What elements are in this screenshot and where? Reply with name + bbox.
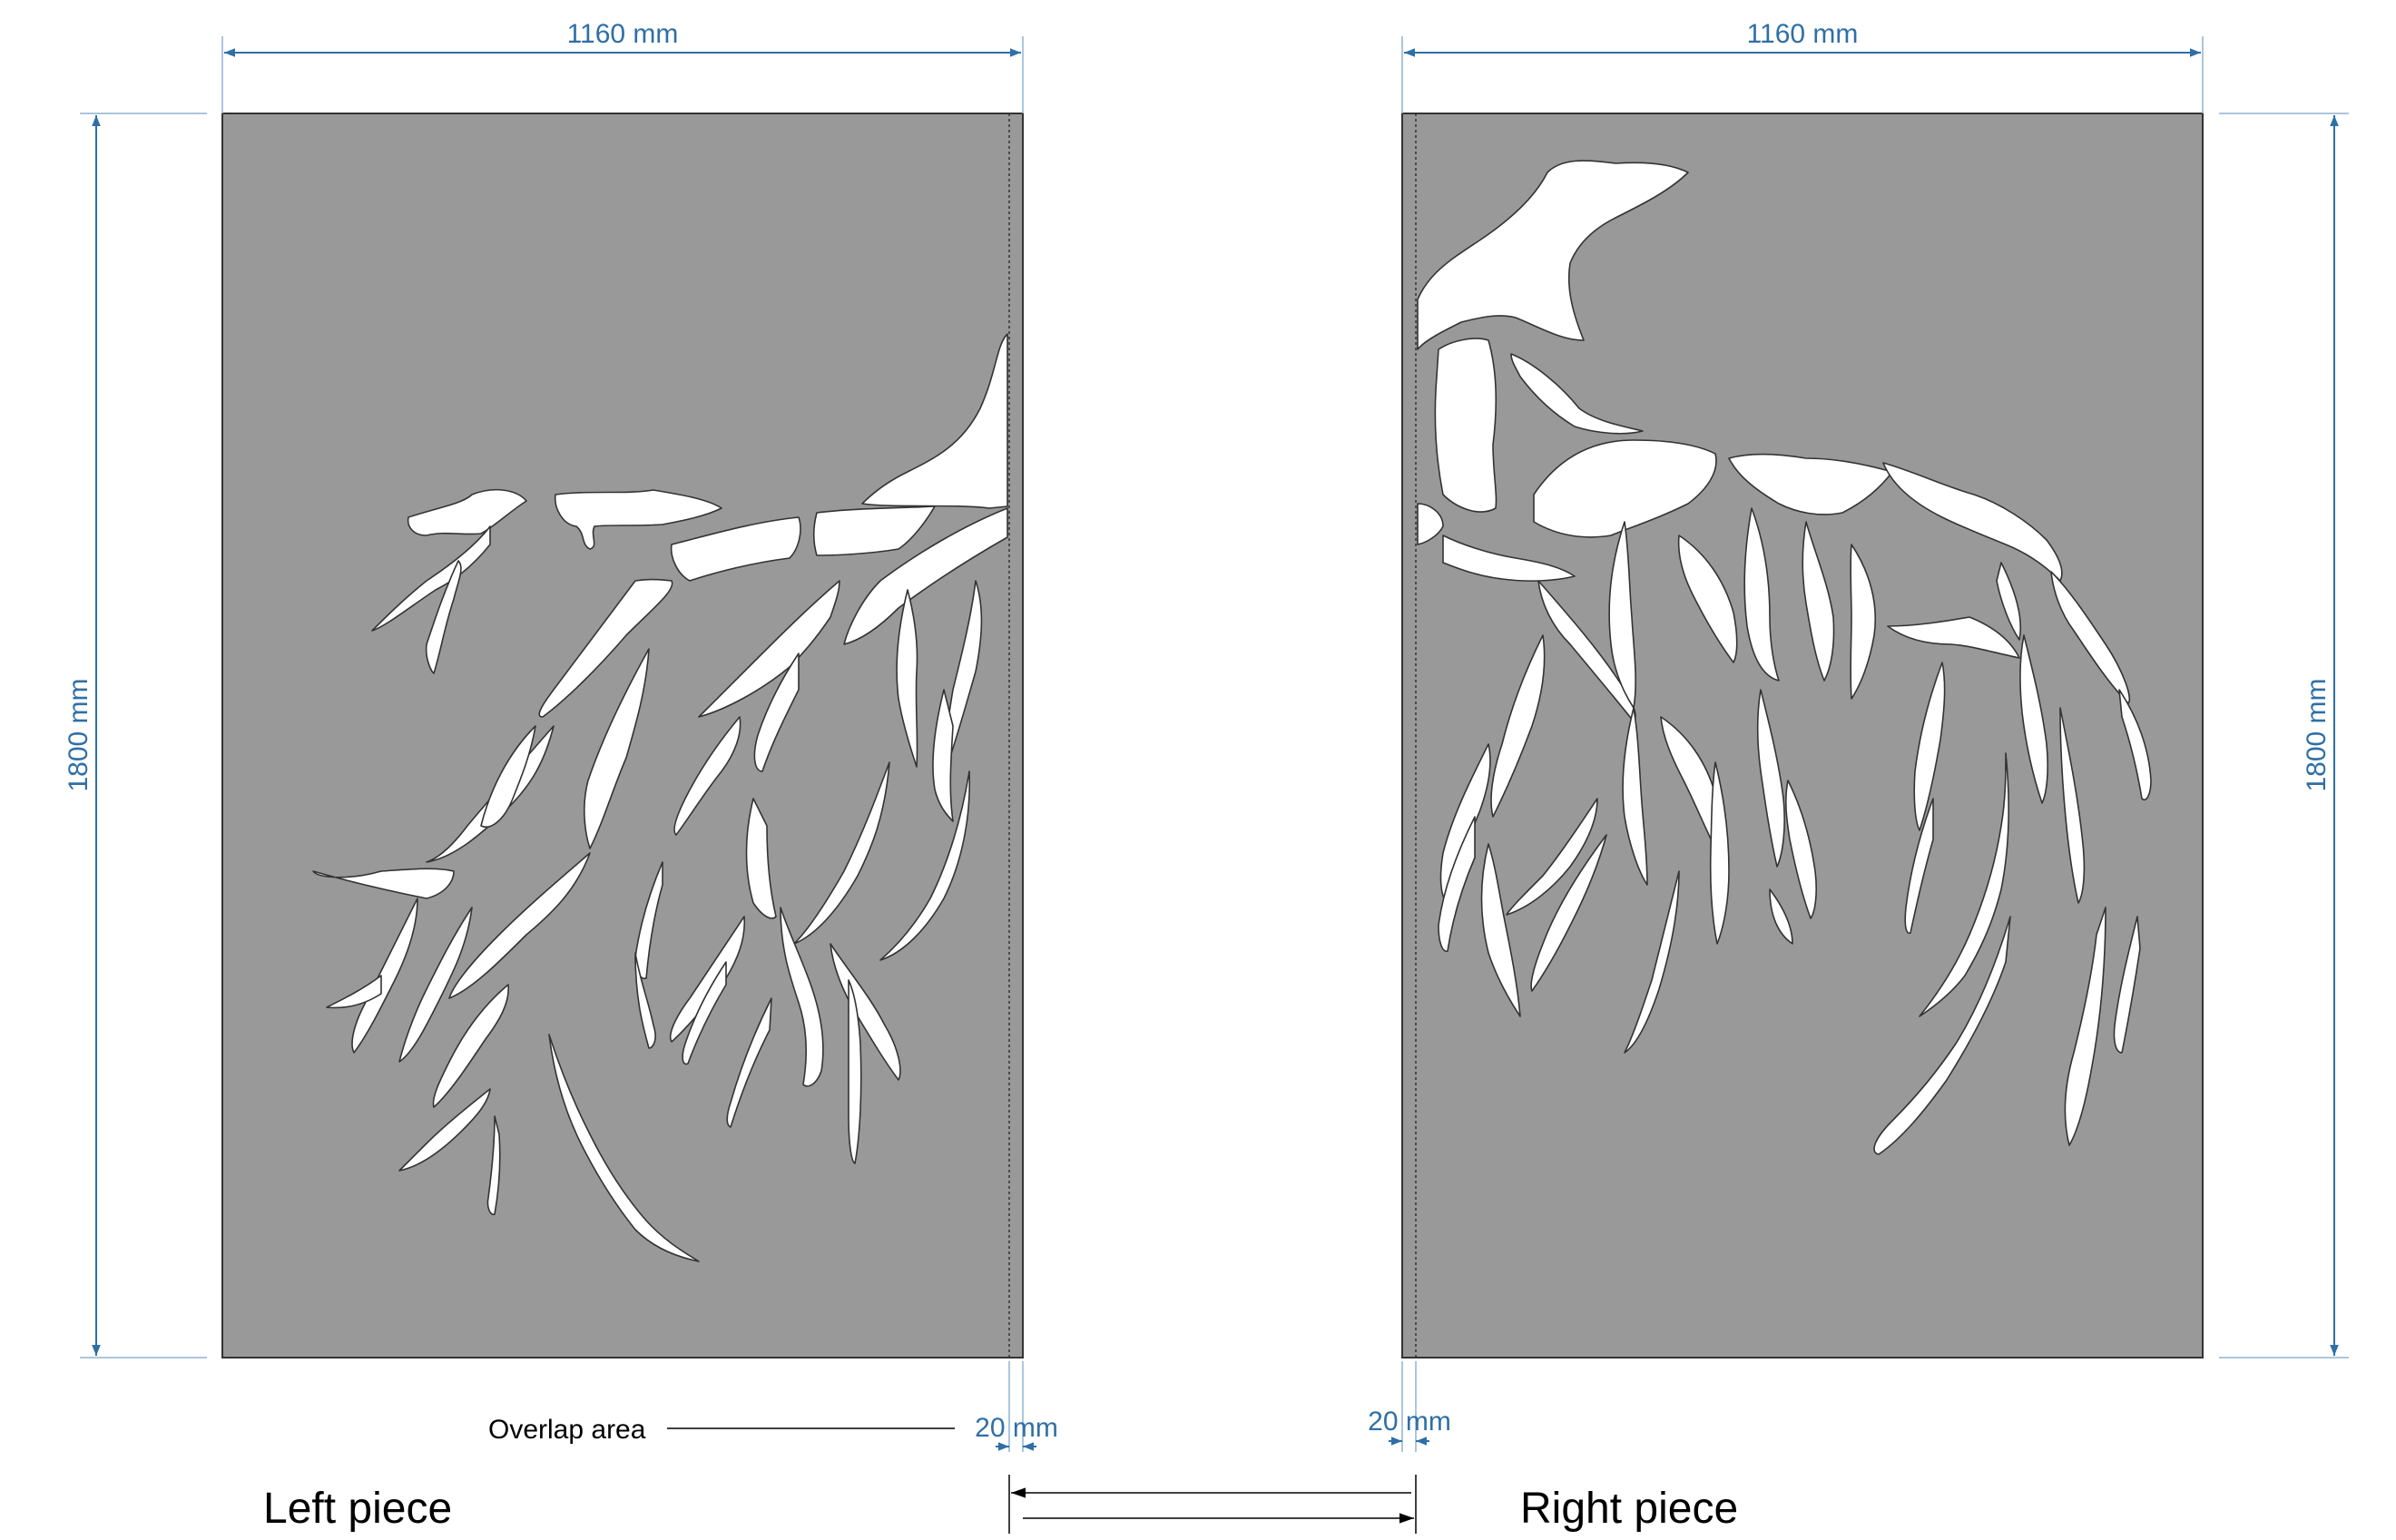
branch-cutout <box>698 580 840 718</box>
branch-cutout <box>1442 535 1576 582</box>
right-height-label: 1800 mm <box>2302 678 2332 791</box>
right-piece-label: Right piece <box>1520 1485 1738 1533</box>
branch-cutout <box>1769 888 1793 945</box>
branch-cutout <box>1533 439 1717 538</box>
branch-cutout <box>1434 338 1498 513</box>
branch-cutout <box>879 770 971 961</box>
branch-cutout <box>538 578 673 718</box>
branch-cutout <box>682 961 727 1065</box>
branch-cutout <box>425 560 462 674</box>
branch-cutout <box>1802 521 1835 682</box>
branch-cutout <box>670 916 746 1043</box>
branch-cutout <box>398 907 473 1063</box>
branch-cutout <box>2113 916 2141 1054</box>
branch-cutout <box>848 979 862 1164</box>
branch-cutout <box>1887 616 2020 659</box>
branch-cutout <box>548 1034 700 1262</box>
left-width-label: 1160 mm <box>567 19 679 49</box>
branch-cutout <box>1996 562 2022 641</box>
branch-cutout <box>312 868 455 899</box>
branch-cutout <box>398 1088 491 1172</box>
overlap-area-label: Overlap area <box>488 1415 646 1445</box>
branch-cutout <box>486 1115 501 1216</box>
branch-cutout <box>1850 544 1877 700</box>
right-width-label: 1160 mm <box>1747 19 1859 49</box>
left-overlap-dimension: 20 mm <box>975 1361 1058 1452</box>
branch-cutout <box>1417 160 1689 350</box>
branch-cutout <box>2064 907 2106 1146</box>
branch-cutout <box>2019 634 2048 804</box>
branch-cutout <box>1438 816 1476 952</box>
join-arrows <box>1008 1475 1417 1534</box>
branch-cutout <box>1709 761 1730 945</box>
right-overlap-label: 20 mm <box>1368 1407 1451 1437</box>
branch-cutout <box>673 716 741 836</box>
left-height-label: 1800 mm <box>64 678 93 791</box>
right-overlap-dimension: 20 mm <box>1368 1361 1451 1452</box>
branch-cutout <box>1743 507 1780 682</box>
branch-cutout <box>1919 752 2010 1017</box>
branch-cutout <box>554 489 722 550</box>
left-width-dimension: 1160 mm <box>221 19 1024 113</box>
branch-cutout <box>1873 916 2011 1155</box>
left-piece <box>221 113 1024 1359</box>
branch-cutout <box>932 689 954 822</box>
branch-cutout <box>1913 662 1946 831</box>
branch-cutout <box>1677 535 1738 663</box>
left-branch-cutouts <box>312 333 1008 1262</box>
branch-cutout <box>448 852 591 999</box>
branch-cutout <box>1490 634 1546 818</box>
left-overlap-label: 20 mm <box>975 1413 1058 1443</box>
right-height-dimension: 1800 mm <box>2219 113 2349 1359</box>
branch-cutout <box>726 997 772 1128</box>
branch-cutout <box>1480 843 1521 1017</box>
branch-cutout <box>1904 798 1934 934</box>
right-branch-cutouts <box>1417 160 2152 1155</box>
branch-cutout <box>1510 353 1644 435</box>
branch-cutout <box>1417 503 1444 545</box>
branch-cutout <box>812 505 936 556</box>
branch-cutout <box>843 507 1008 645</box>
branch-cutout <box>1622 707 1648 886</box>
overlap-callout: Overlap area <box>488 1415 955 1445</box>
branch-cutout <box>780 907 824 1087</box>
branch-cutout <box>432 984 509 1108</box>
branch-cutout <box>830 943 901 1081</box>
branch-cutout <box>670 516 801 582</box>
branch-cutout <box>1530 834 1607 992</box>
branch-cutout <box>326 975 382 1009</box>
branch-cutout <box>634 952 656 1049</box>
branch-cutout <box>896 589 918 768</box>
branch-cutout <box>2118 689 2152 800</box>
branch-cutout <box>407 488 527 536</box>
branch-cutout <box>1756 689 1785 868</box>
branch-cutout <box>753 652 800 772</box>
left-height-dimension: 1800 mm <box>64 113 207 1359</box>
left-piece-label: Left piece <box>263 1485 452 1533</box>
right-piece <box>1401 113 2204 1359</box>
branch-cutout <box>1728 453 1893 515</box>
right-width-dimension: 1160 mm <box>1401 19 2204 113</box>
branch-cutout <box>745 798 777 919</box>
branch-cutout <box>1785 780 1817 919</box>
branch-cutout <box>584 648 650 849</box>
branch-cutout <box>480 725 536 828</box>
branch-cutout <box>1506 798 1598 916</box>
branch-cutout <box>351 898 418 1054</box>
branch-cutout <box>1624 870 1680 1054</box>
branch-cutout <box>2059 707 2086 904</box>
